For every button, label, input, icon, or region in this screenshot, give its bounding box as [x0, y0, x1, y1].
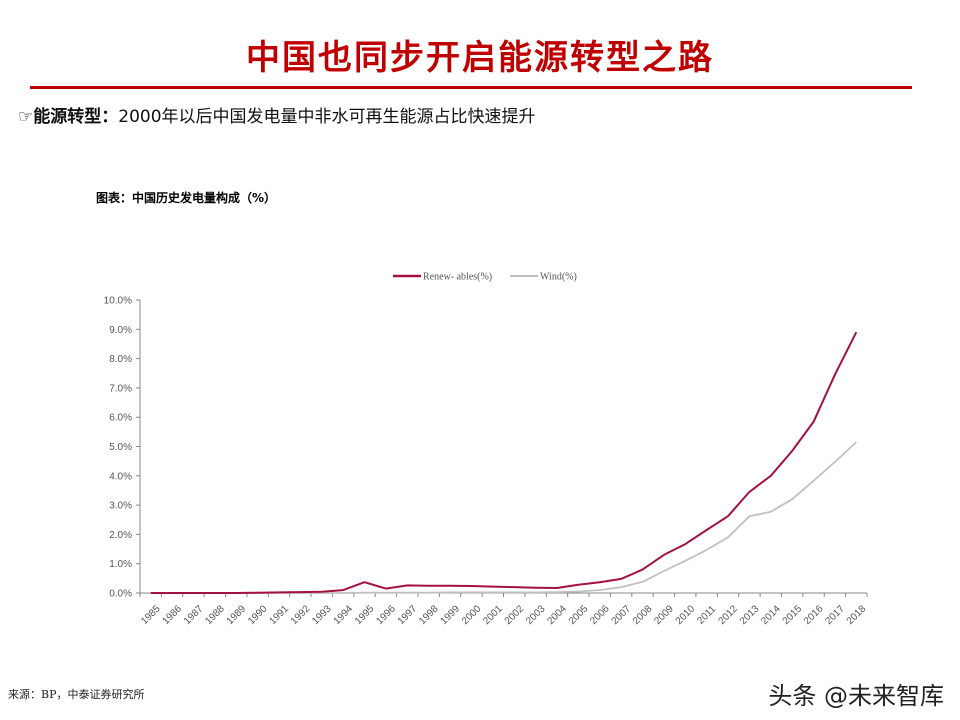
subtitle: ☞能源转型：2000年以后中国发电量中非水可再生能源占比快速提升	[18, 102, 536, 127]
y-tick-label: 0.0%	[109, 589, 132, 600]
y-tick-label: 5.0%	[109, 442, 132, 453]
x-tick-label: 1998	[417, 603, 441, 627]
chart-caption: 图表：中国历史发电量构成（%）	[96, 191, 277, 205]
y-tick-label: 4.0%	[109, 471, 132, 482]
x-tick-label: 1989	[225, 603, 249, 627]
x-tick-label: 2005	[567, 603, 591, 627]
x-tick-label: 1985	[139, 603, 163, 627]
y-tick-label: 2.0%	[109, 530, 132, 541]
x-tick-label: 1996	[374, 603, 398, 627]
x-tick-label: 1997	[396, 603, 420, 627]
x-tick-label: 1986	[161, 603, 185, 627]
subtitle-label: 能源转型：	[33, 107, 119, 127]
legend-renewables-label: Renew- ables(%)	[423, 272, 492, 283]
x-tick-label: 1988	[203, 603, 227, 627]
x-tick-label: 2013	[738, 603, 762, 627]
x-tick-label: 2011	[695, 603, 718, 626]
y-tick-label: 6.0%	[109, 413, 132, 424]
y-tick-label: 8.0%	[109, 354, 132, 365]
renewables-line	[150, 331, 858, 594]
source-note: 来源：BP，中泰证券研究所	[8, 688, 145, 701]
x-tick-label: 2004	[545, 603, 569, 627]
x-tick-label: 2000	[460, 603, 484, 627]
y-tick-label: 7.0%	[109, 383, 132, 394]
x-tick-label: 1987	[182, 603, 206, 627]
x-tick-label: 2018	[845, 603, 869, 627]
x-tick-label: 1992	[289, 603, 313, 627]
pointing-hand-icon: ☞	[18, 107, 34, 127]
x-tick-label: 1991	[267, 603, 291, 627]
y-tick-label: 10.0%	[104, 296, 132, 307]
x-tick-label: 2008	[631, 603, 655, 627]
x-tick-label: 2016	[802, 603, 826, 627]
x-tick-label: 2014	[759, 603, 783, 627]
x-tick-label: 2001	[481, 603, 505, 627]
x-tick-label: 2002	[503, 603, 527, 627]
legend-wind-label: Wind(%)	[540, 272, 577, 283]
y-tick-label: 3.0%	[109, 501, 132, 512]
x-tick-label: 2006	[588, 603, 612, 627]
x-tick-label: 2009	[652, 603, 676, 627]
x-tick-label: 1990	[246, 603, 270, 627]
watermark: 头条 @未来智库	[768, 682, 944, 710]
y-tick-label: 1.0%	[109, 559, 132, 570]
x-tick-label: 2007	[610, 603, 634, 627]
x-tick-label: 1995	[353, 603, 377, 627]
subtitle-text: 2000年以后中国发电量中非水可再生能源占比快速提升	[118, 107, 536, 127]
x-tick-label: 1993	[310, 603, 334, 627]
x-tick-label: 2017	[823, 603, 847, 627]
page-title: 中国也同步开启能源转型之路	[246, 38, 714, 78]
x-tick-label: 2012	[716, 603, 740, 627]
y-tick-label: 9.0%	[109, 325, 132, 336]
x-tick-label: 2015	[781, 603, 805, 627]
title-divider	[30, 86, 912, 89]
x-tick-label: 1994	[332, 603, 356, 627]
x-tick-label: 2003	[524, 603, 548, 627]
wind-line	[150, 441, 857, 594]
x-tick-label: 2010	[674, 603, 698, 627]
x-tick-label: 1999	[439, 603, 463, 627]
